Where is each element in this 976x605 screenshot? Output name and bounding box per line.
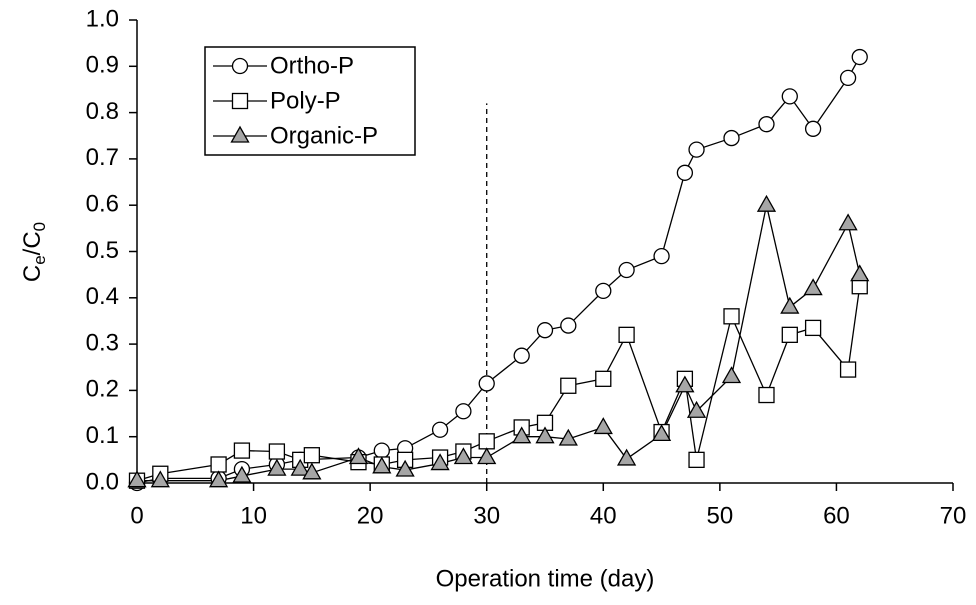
y-tick-label: 0.9 bbox=[86, 52, 119, 79]
data-point bbox=[558, 428, 578, 446]
x-tick-label: 30 bbox=[473, 502, 500, 529]
data-point bbox=[593, 417, 613, 435]
x-tick-label: 10 bbox=[240, 502, 267, 529]
data-point bbox=[618, 326, 635, 343]
x-tick-label: 70 bbox=[940, 502, 967, 529]
data-point bbox=[723, 129, 740, 147]
data-point bbox=[478, 433, 495, 450]
legend-marker bbox=[231, 92, 249, 110]
data-point bbox=[348, 447, 369, 465]
data-point bbox=[127, 470, 147, 488]
data-point bbox=[233, 442, 251, 459]
data-point bbox=[150, 470, 170, 488]
data-point bbox=[651, 424, 672, 442]
data-point bbox=[395, 459, 415, 477]
y-tick-label: 0.6 bbox=[86, 191, 119, 218]
x-tick-label: 20 bbox=[357, 502, 384, 529]
x-tick-label: 40 bbox=[590, 502, 617, 529]
data-point bbox=[839, 69, 857, 87]
data-point bbox=[595, 370, 612, 387]
data-point bbox=[653, 247, 670, 265]
data-point bbox=[838, 213, 858, 231]
y-tick-label: 0.3 bbox=[86, 329, 119, 356]
y-tick-label: 0.1 bbox=[86, 422, 119, 449]
data-point bbox=[267, 458, 287, 476]
data-point bbox=[723, 308, 740, 325]
data-point bbox=[208, 470, 229, 488]
y-label-part: e bbox=[30, 255, 49, 264]
legend-marker bbox=[230, 125, 250, 143]
data-point bbox=[756, 194, 777, 212]
data-point bbox=[781, 326, 798, 343]
data-point bbox=[560, 317, 577, 334]
data-point bbox=[372, 456, 392, 474]
data-point bbox=[688, 141, 705, 158]
data-point bbox=[758, 116, 775, 133]
data-point bbox=[535, 426, 555, 444]
data-point bbox=[850, 264, 870, 282]
series-line bbox=[137, 205, 861, 482]
data-point bbox=[618, 261, 635, 279]
data-point bbox=[232, 465, 252, 483]
data-point bbox=[512, 426, 532, 444]
data-point bbox=[839, 361, 857, 378]
data-point bbox=[688, 451, 705, 469]
data-point bbox=[303, 447, 321, 464]
data-point bbox=[477, 447, 497, 465]
y-tick-label: 0.4 bbox=[86, 283, 119, 310]
y-label-part: C bbox=[19, 265, 46, 282]
data-point bbox=[616, 448, 637, 466]
data-point bbox=[781, 88, 798, 105]
y-tick-label: 0.8 bbox=[86, 98, 119, 125]
data-point bbox=[686, 400, 707, 418]
data-point bbox=[478, 375, 495, 392]
legend-marker bbox=[231, 57, 249, 75]
data-point bbox=[780, 296, 800, 314]
data-point bbox=[560, 377, 577, 394]
data-point bbox=[268, 443, 286, 460]
y-label-part: 0 bbox=[30, 222, 49, 231]
data-point bbox=[373, 442, 390, 459]
data-point bbox=[851, 48, 868, 66]
data-point bbox=[290, 458, 310, 476]
data-point bbox=[758, 386, 775, 404]
x-axis-label: Operation time (day) bbox=[436, 565, 655, 592]
data-point bbox=[595, 282, 612, 300]
y-label-part: /C bbox=[19, 231, 46, 255]
data-point bbox=[430, 453, 450, 471]
data-point bbox=[453, 447, 474, 465]
y-tick-label: 0.5 bbox=[86, 237, 119, 264]
y-tick-label: 0.7 bbox=[86, 144, 119, 171]
data-point bbox=[302, 462, 322, 480]
data-point bbox=[676, 164, 694, 181]
data-point bbox=[431, 421, 449, 438]
y-tick-label: 0.2 bbox=[86, 376, 119, 403]
data-point bbox=[675, 375, 695, 393]
data-point bbox=[513, 347, 530, 364]
y-tick-label: 0.0 bbox=[86, 468, 119, 495]
legend-label: Poly-P bbox=[270, 87, 341, 114]
x-tick-label: 50 bbox=[707, 502, 734, 529]
x-tick-label: 0 bbox=[130, 502, 143, 529]
x-tick-label: 60 bbox=[823, 502, 850, 529]
data-point bbox=[803, 278, 823, 296]
legend-label: Ortho-P bbox=[270, 52, 354, 79]
data-point bbox=[804, 120, 822, 137]
data-point bbox=[721, 366, 742, 384]
legend-label: Organic-P bbox=[270, 122, 378, 149]
y-tick-label: 1.0 bbox=[86, 5, 119, 32]
data-point bbox=[536, 322, 554, 339]
y-axis-label: Ce/C0 bbox=[19, 222, 49, 282]
data-point bbox=[210, 456, 227, 473]
data-point bbox=[455, 403, 472, 420]
data-point bbox=[804, 319, 822, 337]
